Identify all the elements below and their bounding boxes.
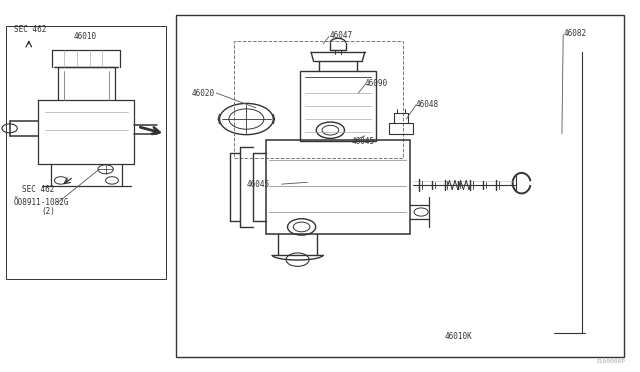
Bar	[300, 71, 376, 141]
Text: 46010K: 46010K	[445, 332, 472, 341]
Bar	[234, 41, 403, 158]
Text: SEC 462: SEC 462	[14, 25, 47, 34]
Text: 46045: 46045	[352, 137, 375, 146]
Text: Õ08911-1082G: Õ08911-1082G	[14, 198, 70, 207]
Bar	[266, 140, 410, 234]
Text: 46090: 46090	[365, 79, 388, 88]
Text: 46010: 46010	[74, 32, 97, 41]
Text: 46020: 46020	[192, 89, 215, 97]
Text: 46045: 46045	[246, 180, 269, 189]
Text: 46048: 46048	[416, 100, 439, 109]
Text: 46082: 46082	[563, 29, 586, 38]
Bar	[176, 15, 624, 357]
Text: (2): (2)	[42, 207, 56, 216]
Bar	[6, 26, 166, 279]
Text: SEC 462: SEC 462	[22, 185, 55, 194]
Bar	[389, 123, 413, 134]
Text: 46047: 46047	[330, 31, 353, 40]
Text: J160000P: J160000P	[596, 359, 626, 364]
